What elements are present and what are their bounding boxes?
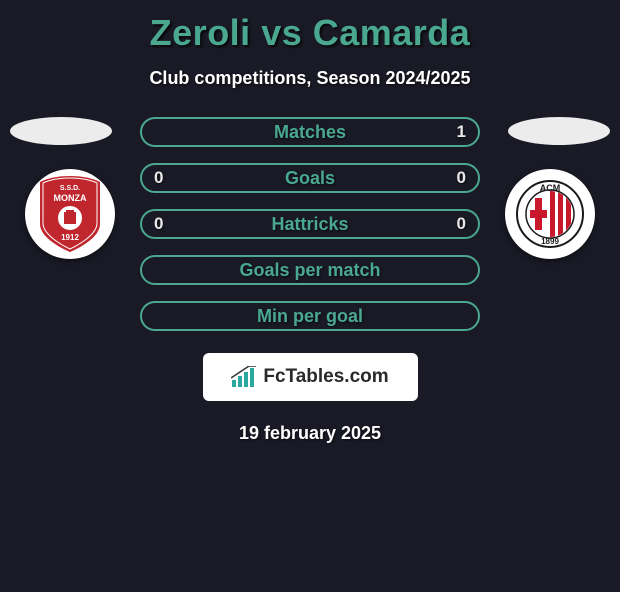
- stat-label: Matches: [274, 122, 346, 143]
- stat-row-goals: 0 Goals 0: [140, 163, 480, 193]
- stat-rows: Matches 1 0 Goals 0 0 Hattricks 0 Goals …: [140, 117, 480, 331]
- club-badge-left: S.S.D. MONZA 1912: [25, 169, 115, 259]
- stat-left-value: 0: [154, 214, 163, 234]
- stat-row-matches: Matches 1: [140, 117, 480, 147]
- date-text: 19 february 2025: [0, 423, 620, 444]
- stats-section: S.S.D. MONZA 1912 ACM 1899: [0, 117, 620, 331]
- stat-right-value: 0: [457, 168, 466, 188]
- acmilan-crest-icon: ACM 1899: [516, 174, 584, 254]
- player2-silhouette: [508, 117, 610, 145]
- logo-text: FcTables.com: [263, 366, 388, 388]
- stat-right-value: 1: [457, 122, 466, 142]
- stat-left-value: 0: [154, 168, 163, 188]
- player1-name: Zeroli: [150, 12, 251, 53]
- monza-crest-icon: S.S.D. MONZA 1912: [36, 174, 104, 254]
- stat-row-goals-per-match: Goals per match: [140, 255, 480, 285]
- stat-label: Goals: [285, 168, 335, 189]
- svg-text:MONZA: MONZA: [54, 193, 87, 203]
- stat-label: Min per goal: [257, 306, 363, 327]
- stat-right-value: 0: [457, 214, 466, 234]
- bar-chart-icon: [231, 366, 257, 388]
- stat-row-hattricks: 0 Hattricks 0: [140, 209, 480, 239]
- stat-label: Hattricks: [271, 214, 348, 235]
- fctables-logo: FcTables.com: [203, 353, 418, 401]
- svg-text:S.S.D.: S.S.D.: [60, 185, 80, 192]
- stat-label: Goals per match: [239, 260, 380, 281]
- page-title: Zeroli vs Camarda: [0, 12, 620, 54]
- player2-name: Camarda: [313, 12, 471, 53]
- club-badge-right: ACM 1899: [505, 169, 595, 259]
- player1-silhouette: [10, 117, 112, 145]
- svg-text:1899: 1899: [541, 237, 559, 246]
- vs-separator: vs: [251, 12, 313, 53]
- svg-text:1912: 1912: [61, 233, 79, 242]
- subtitle: Club competitions, Season 2024/2025: [0, 68, 620, 89]
- stat-row-min-per-goal: Min per goal: [140, 301, 480, 331]
